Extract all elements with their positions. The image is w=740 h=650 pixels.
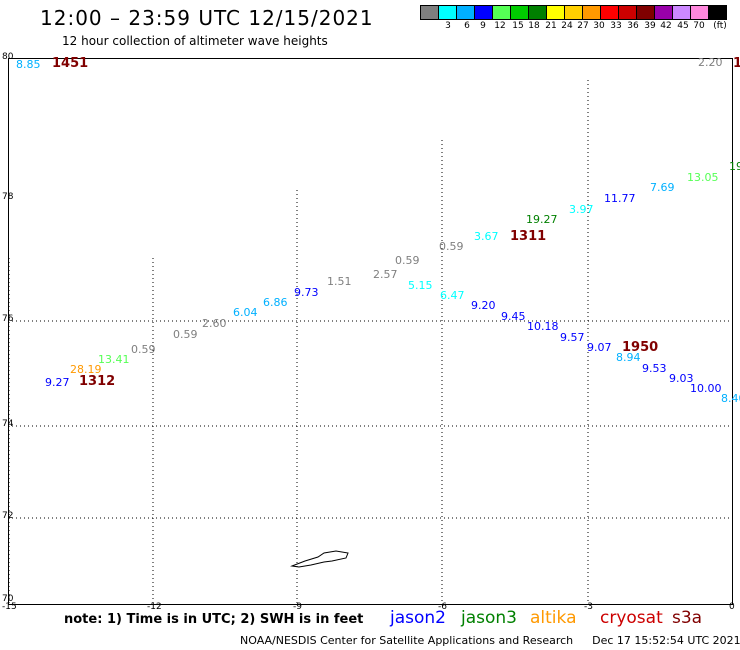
color-legend bbox=[420, 5, 727, 20]
lat-label: 74 bbox=[2, 419, 14, 429]
pass-id-label: 1311 bbox=[510, 229, 547, 244]
page-title: 12:00 – 23:59 UTC 12/15/2021 bbox=[40, 6, 374, 30]
pass-id-label: 1312 bbox=[79, 374, 116, 389]
wave-height-label: 9.20 bbox=[471, 299, 496, 312]
wave-height-label: 13.05 bbox=[687, 171, 719, 184]
wave-height-label: 28.19 bbox=[70, 363, 102, 376]
wave-height-label: 10.00 bbox=[690, 382, 722, 395]
color-legend-labels: 3 6 9 12 15 18 21 24 27 30 33 36 39 42 4… bbox=[421, 21, 740, 33]
lat-label: 80 bbox=[2, 52, 14, 62]
wave-height-label: 6.47 bbox=[440, 289, 465, 302]
satellite-legend-s3a: s3a bbox=[672, 608, 703, 628]
legend-label: 39 bbox=[644, 21, 656, 31]
wave-height-label: 1.51 bbox=[327, 275, 352, 288]
lon-label: -6 bbox=[438, 602, 447, 612]
wave-height-label: 8.85 bbox=[16, 58, 41, 71]
wave-height-label: 9.45 bbox=[501, 310, 526, 323]
legend-swatch bbox=[708, 5, 727, 20]
pass-id-label: 1950 bbox=[622, 340, 659, 355]
wave-height-label: 9.57 bbox=[560, 331, 585, 344]
island-outline bbox=[290, 550, 349, 568]
legend-label: 9 bbox=[480, 21, 486, 31]
wave-height-label: 9.03 bbox=[669, 372, 694, 385]
pass-id-label: 1451 bbox=[52, 56, 89, 71]
legend-label: 15 bbox=[512, 21, 524, 31]
legend-label: 45 bbox=[677, 21, 689, 31]
legend-label: 33 bbox=[610, 21, 622, 31]
footer-note: note: 1) Time is in UTC; 2) SWH is in fe… bbox=[64, 612, 364, 627]
wave-height-label: 9.27 bbox=[45, 376, 70, 389]
wave-height-label: 7.69 bbox=[650, 181, 675, 194]
wave-height-label: 9.07 bbox=[587, 341, 612, 354]
legend-label: (ft) bbox=[713, 21, 727, 31]
wave-height-label: 0.59 bbox=[439, 240, 464, 253]
legend-label: 30 bbox=[593, 21, 605, 31]
wave-height-label: 8.40 bbox=[721, 392, 740, 405]
legend-label: 36 bbox=[627, 21, 639, 31]
wave-height-label: 2.57 bbox=[373, 268, 398, 281]
wave-height-label: 5.15 bbox=[408, 279, 433, 292]
wave-height-label: 0.59 bbox=[131, 343, 156, 356]
wave-height-label: 0.59 bbox=[173, 328, 198, 341]
footer-credit: NOAA/NESDIS Center for Satellite Applica… bbox=[240, 634, 740, 647]
lat-label: 72 bbox=[2, 511, 14, 521]
legend-label: 27 bbox=[577, 21, 589, 31]
wave-height-label: 6.86 bbox=[263, 296, 288, 309]
lat-label: 78 bbox=[2, 192, 14, 202]
legend-label: 18 bbox=[528, 21, 540, 31]
satellite-legend-jason3: jason3 bbox=[461, 608, 517, 628]
pass-id-label: 1 bbox=[733, 56, 740, 71]
wave-height-label: 19.27 bbox=[526, 213, 558, 226]
credit-text: NOAA/NESDIS Center for Satellite Applica… bbox=[240, 634, 574, 647]
wave-height-label: 3.67 bbox=[474, 230, 499, 243]
satellite-legend-altika: altika bbox=[530, 608, 577, 628]
page-subtitle: 12 hour collection of altimeter wave hei… bbox=[62, 34, 328, 48]
satellite-legend-jason2: jason2 bbox=[390, 608, 446, 628]
wave-height-label: 6.04 bbox=[233, 306, 258, 319]
legend-label: 70 bbox=[693, 21, 705, 31]
satellite-legend-cryosat: cryosat bbox=[600, 608, 663, 628]
lon-label: -12 bbox=[147, 602, 162, 612]
legend-label: 42 bbox=[660, 21, 672, 31]
wave-height-label: 9.73 bbox=[294, 286, 319, 299]
legend-label: 12 bbox=[494, 21, 506, 31]
legend-label: 21 bbox=[545, 21, 557, 31]
wave-height-label: 9.53 bbox=[642, 362, 667, 375]
lon-label: 0 bbox=[729, 602, 735, 612]
legend-label: 24 bbox=[561, 21, 573, 31]
wave-height-label: 8.94 bbox=[616, 351, 641, 364]
timestamp-text: Dec 17 15:52:54 UTC 2021 bbox=[592, 634, 740, 647]
legend-label: 6 bbox=[464, 21, 470, 31]
wave-height-label: 2.60 bbox=[202, 317, 227, 330]
wave-height-label: 13.41 bbox=[98, 353, 130, 366]
wave-height-label: 2.20 bbox=[698, 56, 723, 69]
lat-label: 70 bbox=[2, 594, 14, 604]
wave-height-label: 3.97 bbox=[569, 203, 594, 216]
wave-height-label: 10.18 bbox=[527, 320, 559, 333]
wave-height-label: 19 bbox=[729, 160, 740, 173]
legend-label: 3 bbox=[445, 21, 451, 31]
lon-label: -9 bbox=[293, 602, 302, 612]
lon-label: -3 bbox=[584, 602, 593, 612]
wave-height-label: 11.77 bbox=[604, 192, 636, 205]
lat-label: 76 bbox=[2, 314, 14, 324]
wave-height-label: 0.59 bbox=[395, 254, 420, 267]
lon-label: -15 bbox=[2, 602, 17, 612]
map-border bbox=[8, 58, 733, 605]
